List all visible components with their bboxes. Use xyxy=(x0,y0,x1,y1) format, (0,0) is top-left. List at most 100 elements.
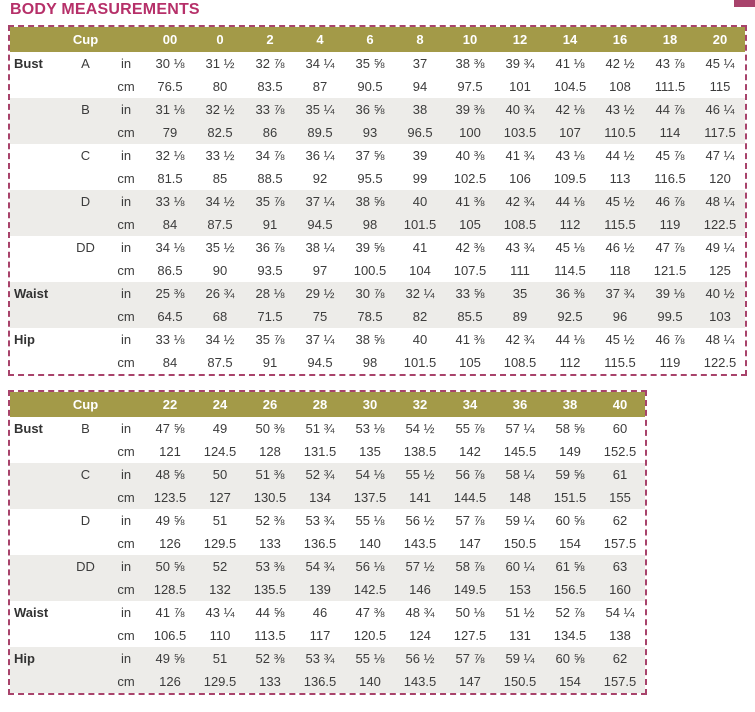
measurement-value: 106 xyxy=(509,171,531,186)
measurement-value: 37 ⅝ xyxy=(355,148,385,163)
cup-label: DD xyxy=(64,555,107,578)
measurement-value: 124 xyxy=(409,628,431,643)
measurement-value: 35 ⅞ xyxy=(245,190,295,213)
measurement-row: cm 76.5 80 83.5 87 90.5 94 97.5 101 104.5 108 111.5… xyxy=(10,75,745,98)
cup-label: C xyxy=(64,463,107,486)
measurement-value: 33 ⅝ xyxy=(445,282,495,305)
measurement-value: 34 ½ xyxy=(205,332,235,347)
row-label: Hip xyxy=(10,647,64,670)
measurement-value: 52 xyxy=(195,555,245,578)
header-row: Cup 00 0 2 4 6 8 10 12 14 16 18 20 xyxy=(10,27,745,52)
row-label: Hip xyxy=(14,332,35,347)
measurement-value: 43 ½ xyxy=(595,98,645,121)
measurement-row: cm 84 87.5 91 94.5 98 101.5 105 108.5 112 115.5 119… xyxy=(10,351,745,374)
measurement-value: 101.5 xyxy=(395,213,445,236)
measurement-value: 147 xyxy=(445,670,495,693)
measurement-value: 39 ⅛ xyxy=(645,282,695,305)
size-column-header: 38 xyxy=(545,392,595,417)
measurement-value: 51 ½ xyxy=(505,605,535,620)
measurement-value: 45 ⅞ xyxy=(655,148,685,163)
cup-column-header: Cup xyxy=(64,27,107,52)
measurement-value: 97 xyxy=(312,263,328,278)
measurement-value: 61 ⅝ xyxy=(545,555,595,578)
measurement-value: 145.5 xyxy=(503,444,537,459)
row-label: Waist xyxy=(14,605,49,620)
header-spacer xyxy=(10,27,64,52)
measurement-value: 124.5 xyxy=(203,444,237,459)
measurement-value: 144.5 xyxy=(445,486,495,509)
measurement-value: 113.5 xyxy=(254,628,286,643)
measurement-value: 123.5 xyxy=(145,486,195,509)
measurement-value: 51 ¾ xyxy=(305,421,335,436)
unit-label: cm xyxy=(107,578,145,601)
page-title: BODY MEASUREMENTS xyxy=(10,1,200,18)
unit-label: in xyxy=(107,555,145,578)
measurement-value: 142 xyxy=(459,444,481,459)
cup-label: A xyxy=(81,56,90,71)
measurement-value: 40 ⅜ xyxy=(455,148,485,163)
measurement-row: Waist in 41 ⅞ 43 ¼ 44 ⅝ 46 47 ⅜ 48 ¾ 50 ⅛ 51 ½ 52 … xyxy=(10,601,645,624)
cup-label: DD xyxy=(76,240,95,255)
measurement-value: 87.5 xyxy=(207,355,233,370)
measurement-value: 87.5 xyxy=(195,213,245,236)
measurement-value: 47 ¼ xyxy=(705,148,735,163)
measurement-value: 117 xyxy=(309,628,331,643)
measurement-value: 49 ⅝ xyxy=(145,647,195,670)
unit-label: cm xyxy=(117,79,135,94)
measurement-value: 131.5 xyxy=(303,444,337,459)
measurement-value: 118 xyxy=(609,263,631,278)
measurement-value: 53 ⅛ xyxy=(355,421,385,436)
measurement-value: 58 ⅞ xyxy=(445,555,495,578)
measurement-value: 107.5 xyxy=(453,263,487,278)
measurement-value: 120 xyxy=(709,171,731,186)
measurement-value: 113 xyxy=(609,171,631,186)
row-label xyxy=(10,351,64,374)
measurement-row: Waist in 25 ⅜ 26 ¾ 28 ⅛ 29 ½ 30 ⅞ 32 ¼ 33 ⅝ 35 36 … xyxy=(10,282,745,305)
cup-label: D xyxy=(80,513,91,528)
unit-label: cm xyxy=(117,628,135,643)
measurement-value: 121 xyxy=(159,444,181,459)
measurement-value: 51 ⅜ xyxy=(245,463,295,486)
measurement-value: 44 ⅞ xyxy=(645,98,695,121)
size-column-header: 00 xyxy=(145,27,195,52)
measurement-value: 93 xyxy=(345,121,395,144)
measurement-value: 35 ½ xyxy=(205,240,235,255)
measurement-value: 46 xyxy=(312,605,328,620)
measurement-row: cm 64.5 68 71.5 75 78.5 82 85.5 89 92.5 96 99.5 103 xyxy=(10,305,745,328)
measurement-value: 37 ¼ xyxy=(305,332,335,347)
measurement-value: 44 ⅝ xyxy=(255,605,285,620)
unit-label: in xyxy=(107,647,145,670)
measurement-value: 57 ¼ xyxy=(505,421,535,436)
cup-label xyxy=(64,601,107,624)
measurement-value: 99.5 xyxy=(645,305,695,328)
measurement-value: 115.5 xyxy=(595,213,645,236)
measurement-value: 81.5 xyxy=(157,171,183,186)
measurement-value: 53 ¾ xyxy=(305,513,335,528)
size-column-header: 14 xyxy=(545,27,595,52)
measurement-value: 57 ½ xyxy=(395,555,445,578)
measurement-value: 39 xyxy=(412,148,428,163)
measurement-value: 31 ½ xyxy=(205,56,235,71)
measurement-value: 36 ⅞ xyxy=(255,240,285,255)
measurement-value: 39 ¾ xyxy=(505,56,535,71)
measurement-value: 132 xyxy=(195,578,245,601)
measurement-value: 54 ¾ xyxy=(295,555,345,578)
measurement-value: 33 ½ xyxy=(205,148,235,163)
measurement-value: 38 ¼ xyxy=(305,240,335,255)
measurement-row: DD in 34 ⅛ 35 ½ 36 ⅞ 38 ¼ 39 ⅝ 41 42 ⅜ 43 ¾ 45 ⅛ 46… xyxy=(10,236,745,259)
measurement-value: 40 ¾ xyxy=(495,98,545,121)
measurement-value: 50 xyxy=(195,463,245,486)
measurement-value: 56 ⅛ xyxy=(345,555,395,578)
measurement-value: 139 xyxy=(295,578,345,601)
measurement-value: 51 xyxy=(195,647,245,670)
measurement-value: 52 ⅞ xyxy=(555,605,585,620)
measurement-value: 50 ⅝ xyxy=(145,555,195,578)
measurement-value: 46 ⅞ xyxy=(655,332,685,347)
measurement-value: 86 xyxy=(245,121,295,144)
measurement-value: 34 ⅛ xyxy=(155,240,185,255)
measurement-value: 50 ⅛ xyxy=(455,605,485,620)
measurement-value: 54 ⅛ xyxy=(345,463,395,486)
measurement-value: 110.5 xyxy=(595,121,645,144)
